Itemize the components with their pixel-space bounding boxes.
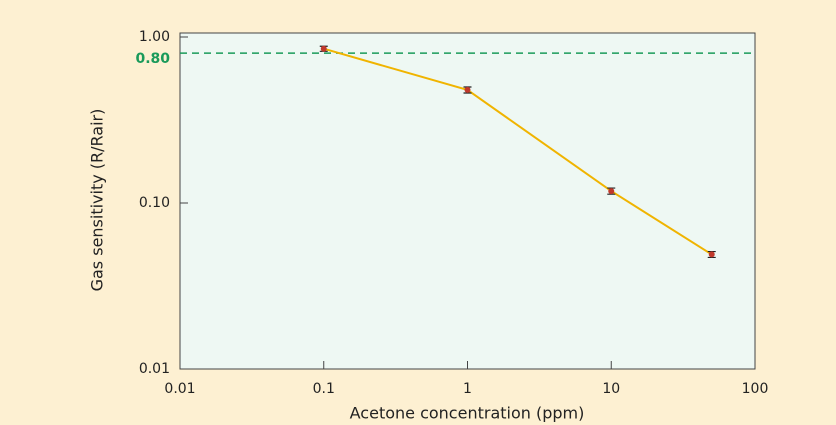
point <box>320 45 327 52</box>
y-tick-label: 0.10 <box>139 195 170 211</box>
x-tick-label: 100 <box>742 381 769 397</box>
x-axis-label: Acetone concentration (ppm) <box>350 404 585 423</box>
y-tick-label: 0.01 <box>139 361 170 377</box>
x-tick-label: 1 <box>463 381 472 397</box>
point <box>608 188 615 195</box>
x-tick-label: 0.01 <box>164 381 195 397</box>
point <box>464 86 471 93</box>
plot-area <box>179 32 756 370</box>
series-line <box>323 47 713 256</box>
y-tick-label: 1.00 <box>139 29 170 45</box>
reference-label: 0.80 <box>135 51 170 67</box>
x-tick-label: 10 <box>602 381 620 397</box>
x-tick-label: 0.1 <box>313 381 335 397</box>
point <box>708 251 715 258</box>
y-axis-label: Gas sensitivity (R/Rair) <box>88 109 107 292</box>
